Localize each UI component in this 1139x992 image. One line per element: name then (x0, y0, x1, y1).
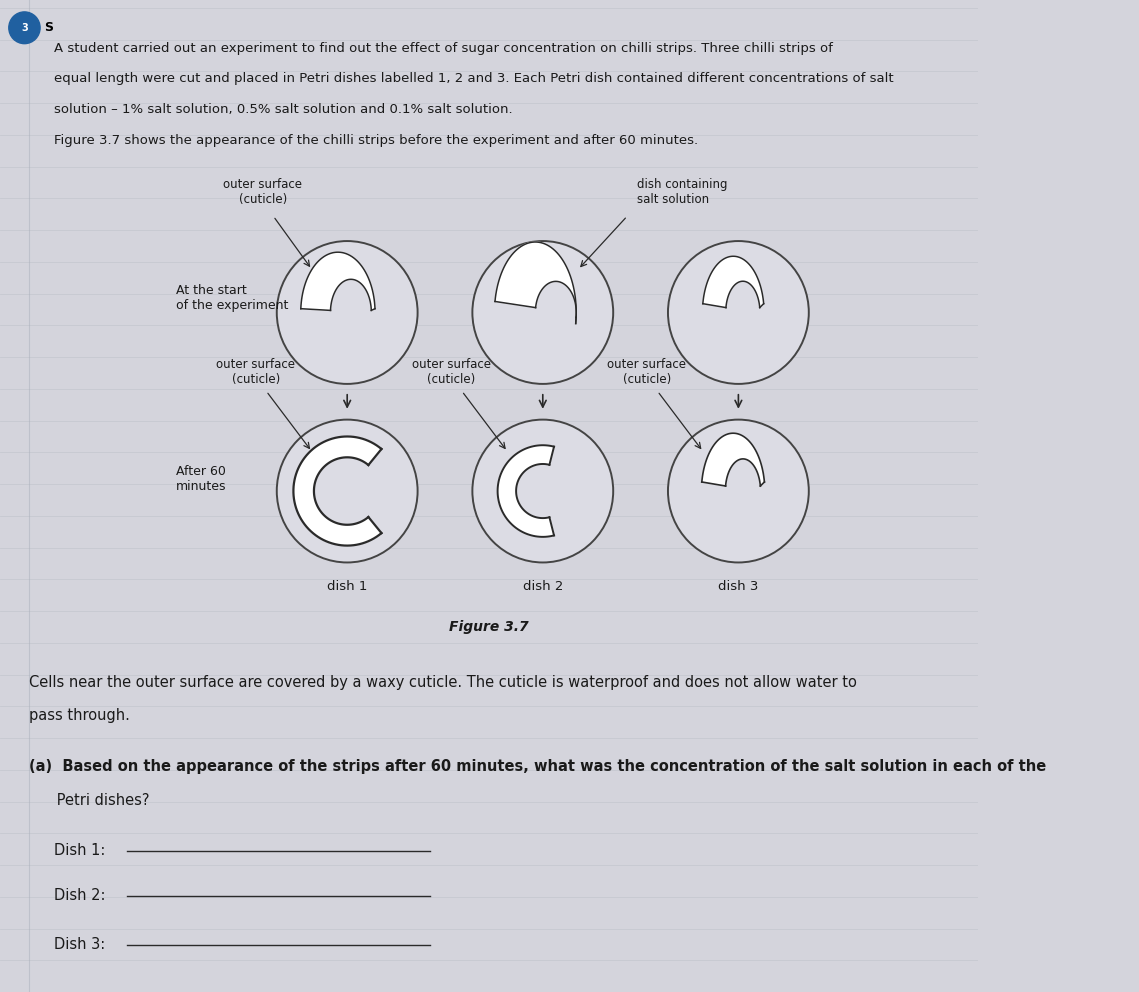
Text: A student carried out an experiment to find out the effect of sugar concentratio: A student carried out an experiment to f… (54, 42, 833, 55)
Circle shape (473, 241, 613, 384)
Text: dish 1: dish 1 (327, 580, 368, 593)
Circle shape (667, 241, 809, 384)
Text: Figure 3.7 shows the appearance of the chilli strips before the experiment and a: Figure 3.7 shows the appearance of the c… (54, 134, 698, 147)
Text: S: S (44, 21, 54, 35)
Circle shape (9, 12, 40, 44)
Polygon shape (294, 436, 382, 546)
Text: pass through.: pass through. (30, 708, 130, 723)
Text: 3: 3 (22, 23, 27, 33)
Circle shape (667, 420, 809, 562)
Polygon shape (702, 434, 764, 486)
Polygon shape (495, 242, 576, 323)
Text: Figure 3.7: Figure 3.7 (449, 620, 528, 634)
Text: Dish 3:: Dish 3: (54, 937, 105, 952)
Text: Dish 2:: Dish 2: (54, 888, 105, 903)
Text: solution – 1% salt solution, 0.5% salt solution and 0.1% salt solution.: solution – 1% salt solution, 0.5% salt s… (54, 103, 513, 116)
Text: outer surface
(cuticle): outer surface (cuticle) (216, 358, 295, 386)
Text: (a)  Based on the appearance of the strips after 60 minutes, what was the concen: (a) Based on the appearance of the strip… (30, 759, 1047, 774)
Text: At the start
of the experiment: At the start of the experiment (177, 284, 288, 311)
Text: dish 2: dish 2 (523, 580, 563, 593)
Text: outer surface
(cuticle): outer surface (cuticle) (607, 358, 687, 386)
Text: Petri dishes?: Petri dishes? (30, 793, 150, 807)
Text: dish 3: dish 3 (719, 580, 759, 593)
Polygon shape (703, 256, 763, 308)
Text: Dish 1:: Dish 1: (54, 843, 105, 858)
Circle shape (473, 420, 613, 562)
Circle shape (277, 241, 418, 384)
Text: outer surface
(cuticle): outer surface (cuticle) (223, 179, 302, 206)
Text: outer surface
(cuticle): outer surface (cuticle) (411, 358, 491, 386)
Text: Cells near the outer surface are covered by a waxy cuticle. The cuticle is water: Cells near the outer surface are covered… (30, 675, 858, 689)
Text: After 60
minutes: After 60 minutes (177, 465, 227, 493)
Polygon shape (301, 252, 375, 310)
Text: dish containing
salt solution: dish containing salt solution (637, 179, 728, 206)
Polygon shape (498, 445, 554, 537)
Text: equal length were cut and placed in Petri dishes labelled 1, 2 and 3. Each Petri: equal length were cut and placed in Petr… (54, 72, 893, 85)
Circle shape (277, 420, 418, 562)
